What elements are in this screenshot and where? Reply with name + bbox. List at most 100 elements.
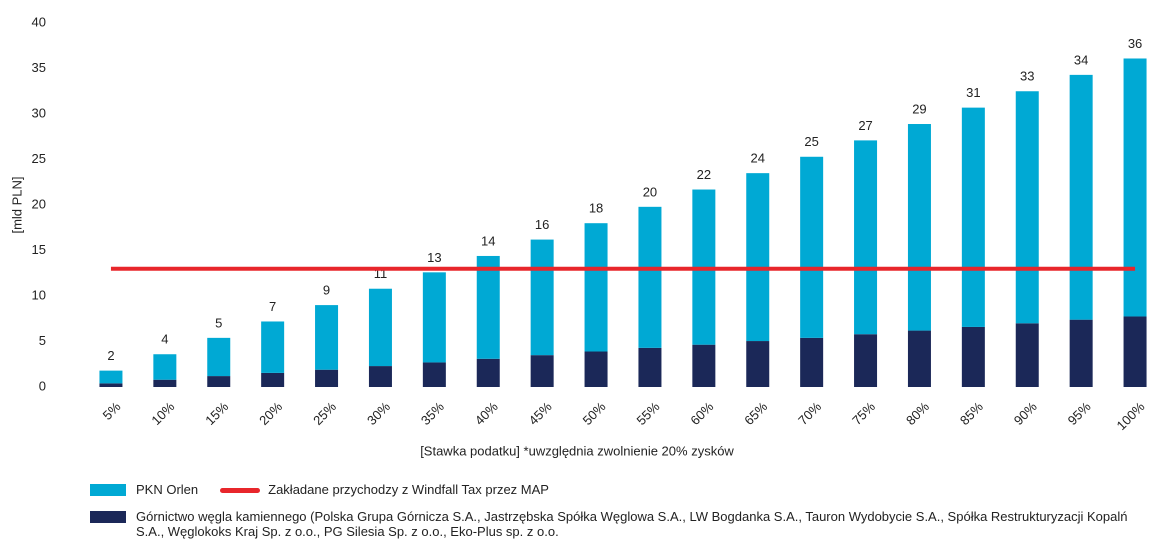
y-axis-label: [mld PLN] [9,176,24,233]
bar-segment [422,362,446,387]
total-label: 27 [858,118,872,133]
legend-line [220,488,261,493]
bar-segment [1123,58,1147,317]
x-tick-label: 25% [310,399,339,428]
y-tick-label: 30 [32,105,46,120]
bar-segment [476,255,500,359]
bar-segment [1015,323,1039,387]
legend-label: PKN Orlen [136,482,199,497]
x-tick-label: 45% [526,399,555,428]
bar-segment [638,347,662,387]
bar-segment [153,379,177,387]
total-label: 7 [269,299,276,314]
legend-swatch [90,484,126,496]
bar-segment [746,173,770,342]
x-tick-label: 75% [849,399,878,428]
bar-segment [961,326,985,387]
total-label: 20 [643,184,657,199]
bar-segment [99,383,123,387]
legend-swatch [90,511,126,523]
bar-segment [261,372,285,387]
y-tick-label: 20 [32,196,46,211]
x-tick-label: 40% [472,399,501,428]
x-tick-label: 30% [364,399,393,428]
total-label: 14 [481,233,495,248]
x-tick-label: 70% [795,399,824,428]
bar-segment [207,337,231,377]
x-axis-label: [Stawka podatku] *uwzględnia zwolnienie … [420,443,734,458]
bar-segment [907,124,931,331]
x-tick-label: 95% [1065,399,1094,428]
legend-row: PKN Orlen Zakładane przychodzy z Windfall… [90,482,1140,497]
bar-segment [854,334,878,387]
bar-segment [368,366,392,387]
bar-segment [961,107,985,327]
x-tick-label: 80% [903,399,932,428]
x-tick-label: 100% [1113,399,1147,433]
bar-segment [315,369,339,387]
x-tick-label: 65% [741,399,770,428]
total-label: 24 [751,151,765,166]
bar-segment [476,358,500,387]
bar-segment [315,305,339,370]
bar-segment [1123,316,1147,387]
bar-segment [800,156,824,338]
y-tick-label: 5 [39,333,46,348]
bar-segment [746,341,770,387]
legend-row: Górnictwo węgla kamiennego (Polska Grupa… [90,509,1140,539]
total-label: 13 [427,250,441,265]
y-tick-label: 35 [32,60,46,75]
x-tick-label: 55% [633,399,662,428]
chart: [mld PLN] [Stawka podatku] *uwzględnia z… [9,14,1147,458]
bar-segment [1069,319,1093,387]
bar-segment [261,321,285,373]
x-tick-label: 15% [202,399,231,428]
total-label: 31 [966,85,980,100]
x-tick-label: 85% [957,399,986,428]
total-label: 29 [912,101,926,116]
x-tick-label: 60% [687,399,716,428]
legend-label: Zakładane przychodzy z Windfall Tax prze… [268,482,549,497]
x-tick-label: 35% [418,399,447,428]
legend-label: Górnictwo węgla kamiennego (Polska Grupa… [136,509,1128,539]
total-label: 4 [161,332,168,347]
bar-segment [1015,91,1039,324]
y-tick-label: 40 [32,14,46,29]
total-label: 18 [589,201,603,216]
y-tick-label: 10 [32,287,46,302]
total-label: 25 [804,134,818,149]
bar-segment [584,351,608,387]
total-label: 9 [323,283,330,298]
y-tick-label: 0 [39,378,46,393]
legend: PKN Orlen Zakładane przychodzy z Windfall… [90,482,1140,551]
bar-segment [530,355,554,387]
bar-segment [422,272,446,363]
total-label: 36 [1128,36,1142,51]
bar-segment [1069,74,1093,320]
total-label: 16 [535,217,549,232]
bar-segment [638,206,662,348]
total-label: 22 [697,167,711,182]
bar-segment [99,370,123,384]
bar-segment [692,344,716,387]
total-label: 2 [107,348,114,363]
x-tick-label: 5% [100,399,124,423]
x-tick-label: 50% [580,399,609,428]
x-tick-label: 90% [1011,399,1040,428]
bar-segment [800,337,824,387]
bar-segment [153,354,177,380]
bar-segment [907,330,931,387]
x-tick-label: 20% [256,399,285,428]
total-label: 33 [1020,69,1034,84]
bar-segment [584,223,608,352]
total-label: 5 [215,315,222,330]
bar-segment [854,140,878,335]
total-label: 34 [1074,52,1088,67]
y-tick-label: 25 [32,151,46,166]
x-tick-label: 10% [148,399,177,428]
bar-segment [530,239,554,356]
y-tick-label: 15 [32,242,46,257]
bar-segment [368,288,392,367]
bar-segment [207,376,231,387]
